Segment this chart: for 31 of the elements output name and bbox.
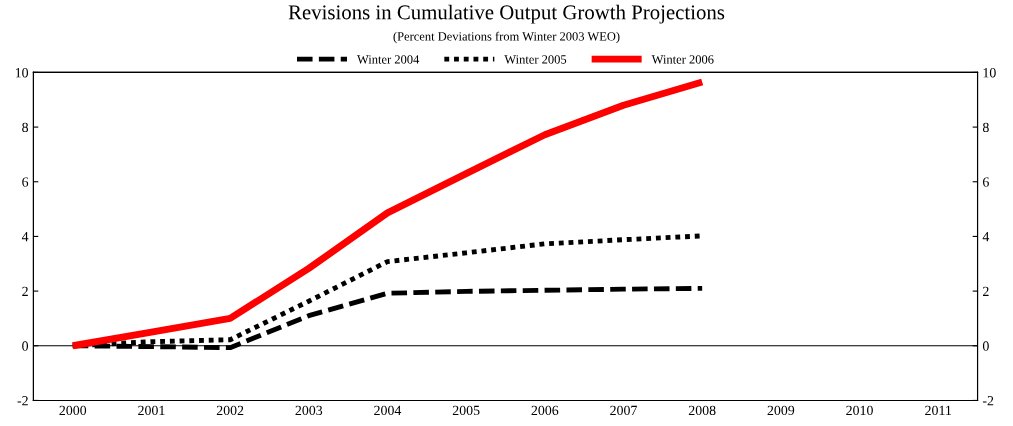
x-tick-label: 2004: [374, 405, 402, 416]
x-tick-label: 2011: [925, 405, 951, 416]
x-tick-label: 2010: [846, 405, 873, 416]
legend-label: Winter 2004: [357, 55, 420, 64]
y-tick-label: 4: [21, 232, 29, 242]
x-tick-label: 2003: [295, 405, 323, 416]
y-tick-label: -2: [17, 396, 28, 406]
x-tick-label: 2007: [610, 405, 637, 416]
x-tick-label: 2008: [688, 405, 716, 416]
y-tick-label: 10: [15, 68, 29, 78]
y2-tick-label: 10: [983, 68, 996, 78]
y-tick-label: 0: [22, 341, 29, 351]
y-tick-label: 2: [22, 286, 28, 296]
y2-tick-label: -2: [982, 396, 994, 406]
y2-tick-label: 0: [982, 341, 989, 351]
legend-label: Winter 2006: [651, 55, 714, 64]
y2-tick-label: 6: [983, 177, 989, 187]
x-tick-label: 2002: [216, 405, 244, 416]
y2-tick-label: 8: [982, 122, 989, 133]
legend-label: Winter 2005: [504, 55, 567, 64]
y-tick-label: 6: [22, 177, 29, 187]
y2-tick-label: 4: [982, 232, 990, 242]
y-tick-label: 8: [22, 122, 29, 133]
y2-tick-label: 2: [983, 286, 989, 296]
chart-subtitle: (Percent Deviations from Winter 2003 WEO): [393, 31, 620, 44]
chart-title: Revisions in Cumulative Output Growth Projections: [288, 4, 725, 24]
x-tick-label: 2000: [59, 405, 87, 416]
x-tick-label: 2005: [452, 405, 480, 416]
x-tick-label: 2009: [767, 405, 795, 416]
x-tick-label: 2001: [138, 405, 165, 416]
x-tick-label: 2006: [531, 405, 559, 416]
